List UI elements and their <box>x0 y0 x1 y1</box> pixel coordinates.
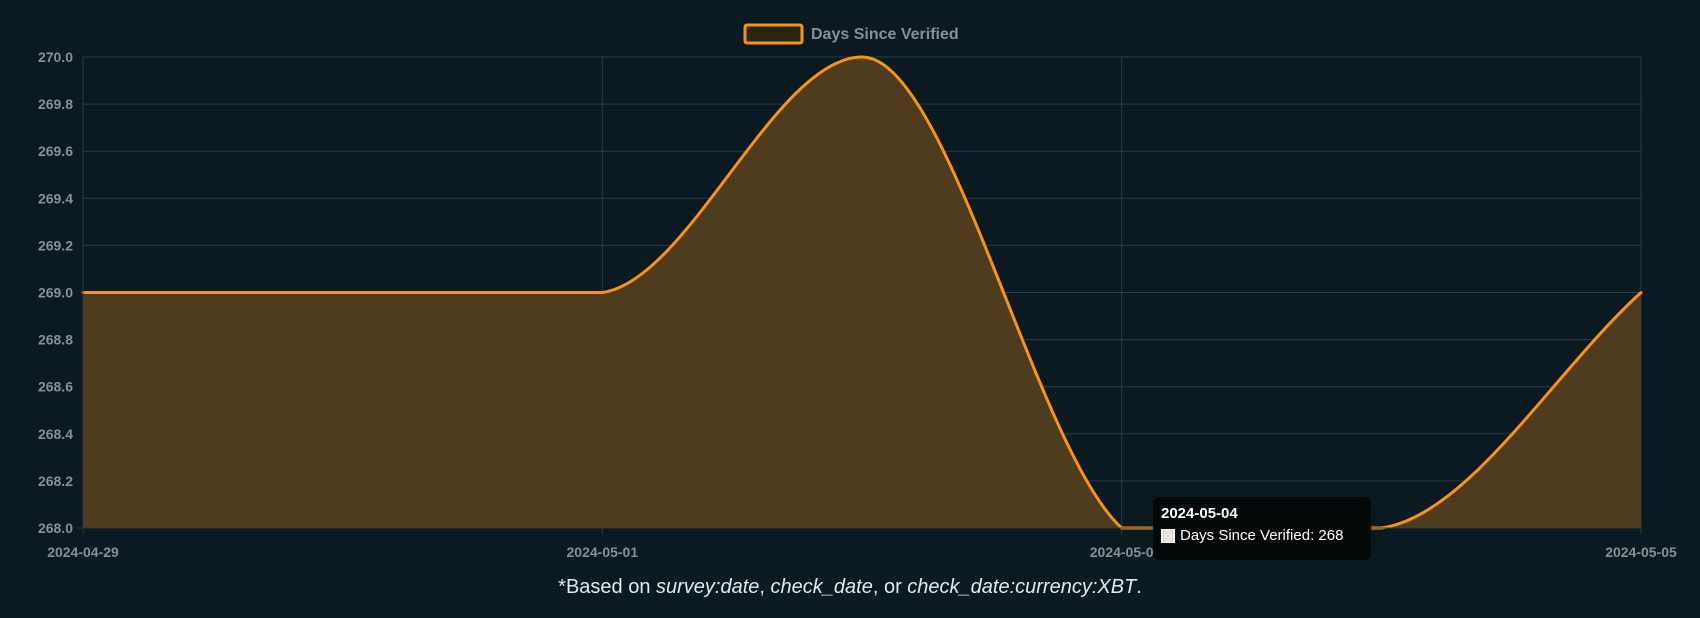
y-tick-label: 270.0 <box>38 49 73 65</box>
y-tick-label: 269.6 <box>38 143 73 159</box>
footnote-suffix: . <box>1136 576 1142 598</box>
y-tick-label: 268.0 <box>38 520 73 536</box>
tooltip-title: 2024-05-04 <box>1161 505 1238 522</box>
area-fill <box>83 57 1641 528</box>
y-tick-label: 268.4 <box>38 426 73 442</box>
footnote-term-check-date: check_date <box>770 576 873 598</box>
y-tick-label: 269.0 <box>38 285 73 301</box>
data-tooltip: 2024-05-04 Days Since Verified: 268 <box>1153 497 1371 560</box>
tooltip-row: Days Since Verified: 268 <box>1161 527 1363 544</box>
legend-label: Days Since Verified <box>811 26 959 43</box>
footnote-term-check-date-currency: check_date:currency:XBT <box>907 576 1137 598</box>
footnote: *Based on survey:date, check_date, or ch… <box>0 576 1700 599</box>
tooltip-value: Days Since Verified: 268 <box>1180 527 1344 544</box>
data-point <box>341 291 345 294</box>
x-tick-label: 2024-05-0 <box>1090 544 1154 560</box>
tooltip-color-swatch <box>1161 528 1175 543</box>
data-point <box>600 291 604 294</box>
x-tick-label: 2024-04-29 <box>47 544 119 560</box>
footnote-separator: , <box>759 576 771 598</box>
footnote-term-survey-date: survey:date <box>656 576 760 598</box>
data-point <box>1639 291 1643 294</box>
legend-swatch <box>743 23 804 45</box>
footnote-prefix: *Based on <box>558 576 657 598</box>
y-tick-label: 269.2 <box>38 237 73 253</box>
y-tick-label: 268.8 <box>38 332 73 348</box>
y-tick-label: 268.6 <box>38 379 73 395</box>
x-tick-label: 2024-05-01 <box>567 544 639 560</box>
y-tick-label: 269.8 <box>38 96 73 112</box>
data-point <box>860 55 864 59</box>
y-tick-label: 269.4 <box>38 190 73 206</box>
x-tick-label: 2024-05-05 <box>1605 544 1677 560</box>
footnote-separator: , or <box>872 576 908 598</box>
y-tick-label: 268.2 <box>38 473 73 489</box>
